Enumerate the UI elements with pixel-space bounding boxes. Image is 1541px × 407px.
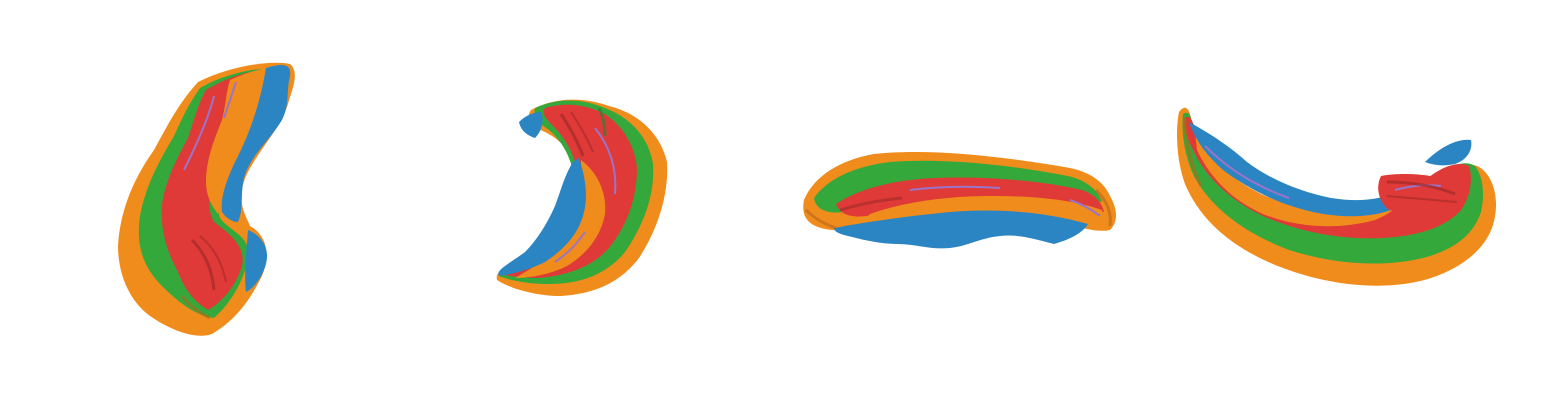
fold-texture-1 [190, 238, 216, 291]
surface-view-3 [770, 0, 1155, 407]
surface-mesh-2 [496, 99, 668, 296]
fold-texture-1 [559, 113, 585, 157]
seam-purple-1 [1204, 145, 1290, 199]
seam-purple-2 [223, 81, 237, 119]
fold-texture-2 [570, 111, 594, 153]
band-red [161, 69, 280, 310]
band-blue [498, 158, 586, 276]
surface-render-4 [1177, 107, 1497, 286]
surface-view-1 [0, 0, 385, 407]
fold-texture-3 [1183, 117, 1203, 187]
surface-mesh-3 [803, 151, 1116, 249]
band-blue-lower [245, 230, 268, 292]
surface-mesh-1 [118, 62, 295, 336]
fold-texture-2 [804, 208, 837, 230]
band-blue [834, 210, 1088, 249]
fold-texture-3 [597, 107, 607, 137]
surface-render-3 [803, 151, 1116, 249]
fold-texture-1 [839, 196, 903, 212]
fold-texture-3 [180, 295, 211, 320]
seam-purple-2 [1394, 184, 1442, 191]
surface-render-2 [496, 99, 668, 296]
band-orange-inner [1195, 132, 1413, 227]
band-blue [1189, 122, 1397, 217]
seam-purple-1 [183, 95, 215, 171]
seam-purple-2 [1069, 199, 1101, 217]
seam-purple-1 [594, 127, 617, 195]
seam-purple-2 [554, 231, 586, 263]
surface-view-4 [1155, 0, 1541, 407]
band-blue-tip [1425, 139, 1472, 166]
surface-mesh-4 [1177, 107, 1497, 286]
fold-texture-2 [199, 235, 227, 283]
surface-render-1 [118, 62, 295, 336]
band-blue-tip [519, 112, 543, 138]
seam-purple-1 [909, 185, 1001, 191]
band-blue [221, 65, 291, 222]
band-red [501, 104, 637, 278]
surface-view-2 [385, 0, 770, 407]
fold-texture-1 [1386, 180, 1456, 196]
fold-texture-3 [1094, 188, 1112, 227]
fold-texture-2 [1386, 195, 1458, 203]
